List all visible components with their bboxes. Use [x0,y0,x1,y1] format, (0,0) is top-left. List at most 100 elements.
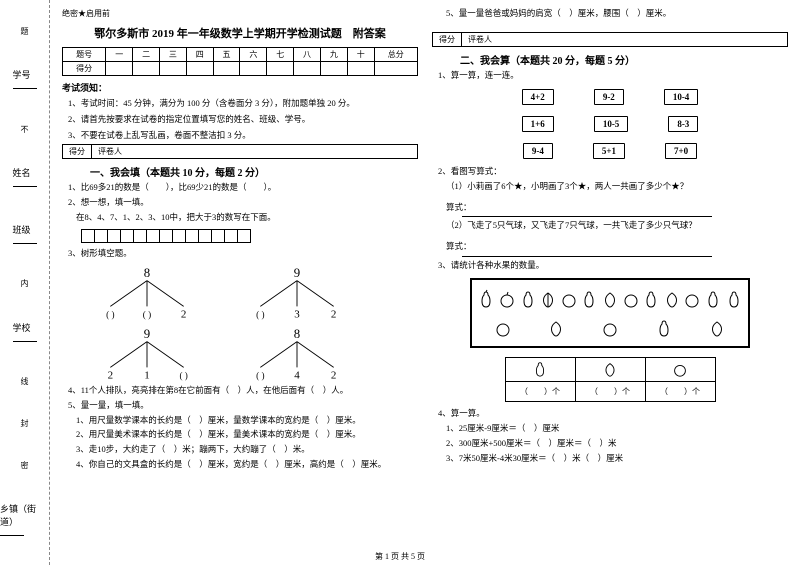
svg-text:9: 9 [294,266,300,280]
calc-box: 9-2 [594,89,624,105]
peach-icon [707,318,727,338]
calc-box: 7+0 [665,143,697,159]
svg-text:2: 2 [331,369,337,381]
count-cell: （ ）个 [645,382,715,402]
apple-icon [621,289,641,309]
tree-row-2: 9 2 1 ( ) 8 ( ) 4 2 [92,327,418,382]
svg-text:1: 1 [144,369,150,381]
q4c: 3、7米50厘米-4米30厘米＝（ ）米（ ）厘米 [446,453,788,465]
binding-margin: 题 学号 不 姓名 班级 内 学校 线 封 密 乡镇（街道） [0,0,50,565]
exam-title: 鄂尔多斯市 2019 年一年级数学上学期开学检测试题 附答案 [62,25,418,41]
calc-row: 4+2 9-2 10-4 [432,89,788,105]
pear-icon [703,289,723,309]
margin-mark: 题 [19,27,30,35]
svg-text:9: 9 [144,327,150,341]
margin-field: 乡镇（街道） [0,502,49,538]
peach-icon [538,289,558,309]
q1-5e: 5、量一量爸爸或妈妈的肩宽（ ）厘米，腰围（ ）厘米。 [446,8,788,20]
pear-icon [724,289,744,309]
margin-mark: 不 [19,125,30,133]
svg-text:( ): ( ) [256,370,264,380]
q1-1: 1、比69多21的数是（ ），比69少21的数是（ ）。 [68,182,418,194]
svg-text:3: 3 [294,308,300,320]
q1-4: 4、11个人排队，亮亮排在第8在它前面有（ ）人，在他后面有（ ）人。 [68,385,418,397]
q1-5a: 1、用尺量数学课本的长约是（ ）厘米，量数学课本的宽约是（ ）厘米。 [76,415,418,427]
left-column: 绝密★启用前 鄂尔多斯市 2019 年一年级数学上学期开学检测试题 附答案 题号… [62,8,418,547]
peach-icon [546,318,566,338]
q1-5c: 3、走10步，大约走了（ ）米；蹦两下，大约蹦了（ ）米。 [76,444,418,456]
notice: 3、不要在试卷上乱写乱画，卷面不整洁扣 3 分。 [68,129,418,142]
q1-5d: 4、你自己的文具盒的长约是（ ）厘米，宽约是（ ）厘米，高约是（ ）厘米。 [76,459,418,471]
tree-row-1: 8 ( ) ( ) 2 9 ( ) 3 2 [92,266,418,321]
peach-icon [600,289,620,309]
pear-icon [641,289,661,309]
th: 题号 [63,48,106,62]
margin-field: 学校 [13,321,37,344]
right-column: 5、量一量爸爸或妈妈的肩宽（ ）厘米，腰围（ ）厘米。 得分 评卷人 二、我会算… [432,8,788,547]
calc-box: 4+2 [522,89,554,105]
apple-icon [600,318,620,338]
notice: 1、考试时间：45 分钟，满分为 100 分（含卷面分 3 分），附加题单独 2… [68,97,418,110]
fruit-illustration [470,278,750,348]
pear-icon [531,360,549,378]
calc-row: 9-4 5+1 7+0 [432,143,788,159]
q1-2-sub: 在8、4、7、1、2、3、10中，把大于3的数写在下面。 [76,212,418,224]
margin-mark: 封 [19,419,30,427]
calc-row: 1+6 10-5 8-3 [432,116,788,132]
svg-text:8: 8 [144,266,150,280]
tree-diagram-2: 9 ( ) 3 2 [242,266,352,321]
section-1-title: 一、我会填（本题共 10 分，每题 2 分） [90,164,418,179]
score-table: 题号 一 二 三 四 五 六 七 八 九 十 总分 得分 [62,47,418,76]
calc-box: 1+6 [522,116,554,132]
secret-label: 绝密★启用前 [62,8,418,19]
peach-icon [662,289,682,309]
section-scorebox: 得分 评卷人 [62,144,418,159]
calc-box: 9-4 [523,143,553,159]
svg-text:2: 2 [108,369,114,381]
svg-text:2: 2 [181,308,187,320]
answer-line [462,256,712,257]
q4: 4、算一算。 [438,408,788,420]
q1-2: 2、想一想，填一填。 [68,197,418,209]
apple-icon [493,318,513,338]
count-cell: （ ）个 [575,382,645,402]
svg-text:( ): ( ) [106,309,114,319]
pear-icon [476,289,496,309]
pear-icon [579,289,599,309]
peach-icon [601,360,619,378]
answer-cells [82,229,418,243]
margin-mark: 内 [19,279,30,287]
margin-mark: 线 [19,377,30,385]
q1-3: 3、树形填空题。 [68,248,418,260]
apple-icon [682,289,702,309]
calc-box: 8-3 [668,116,698,132]
tree-diagram-1: 8 ( ) ( ) 2 [92,266,202,321]
page-footer: 第 1 页 共 5 页 [0,551,800,562]
q1-5: 5、量一量，填一填。 [68,400,418,412]
pear-icon [518,289,538,309]
q4a: 1、25厘米-9厘米＝（ ）厘米 [446,423,788,435]
notice: 2、请首先按要求在试卷的指定位置填写您的姓名、班级、学号。 [68,113,418,126]
q4b: 2、300厘米+500厘米＝（ ）厘米＝（ ）米 [446,438,788,450]
margin-field: 学号 [13,68,37,91]
calc-box: 10-4 [664,89,699,105]
page-content: 绝密★启用前 鄂尔多斯市 2019 年一年级数学上学期开学检测试题 附答案 题号… [50,0,800,565]
q2-2a: （1）小莉画了6个★，小明画了3个★，两人一共画了多少个★？ [446,181,788,193]
notice-title: 考试须知： [62,81,418,94]
svg-text:( ): ( ) [179,370,187,380]
section-2-title: 二、我会算（本题共 20 分，每题 5 分） [460,52,788,67]
svg-text:( ): ( ) [143,309,151,319]
tree-diagram-4: 8 ( ) 4 2 [242,327,352,382]
apple-icon [671,360,689,378]
margin-field: 班级 [13,223,37,246]
fruit-count-table: （ ）个 （ ）个 （ ）个 [505,357,716,402]
svg-text:4: 4 [294,369,300,381]
calc-box: 5+1 [593,143,625,159]
pear-icon [654,318,674,338]
answer-label: 算式： [446,202,472,212]
q1-5b: 2、用尺量美术课本的长约是（ ）厘米，量美术课本的宽约是（ ）厘米。 [76,429,418,441]
svg-text:( ): ( ) [256,309,264,319]
calc-box: 10-5 [594,116,629,132]
q2-2: 2、看图写算式： [438,166,788,178]
apple-icon [559,289,579,309]
